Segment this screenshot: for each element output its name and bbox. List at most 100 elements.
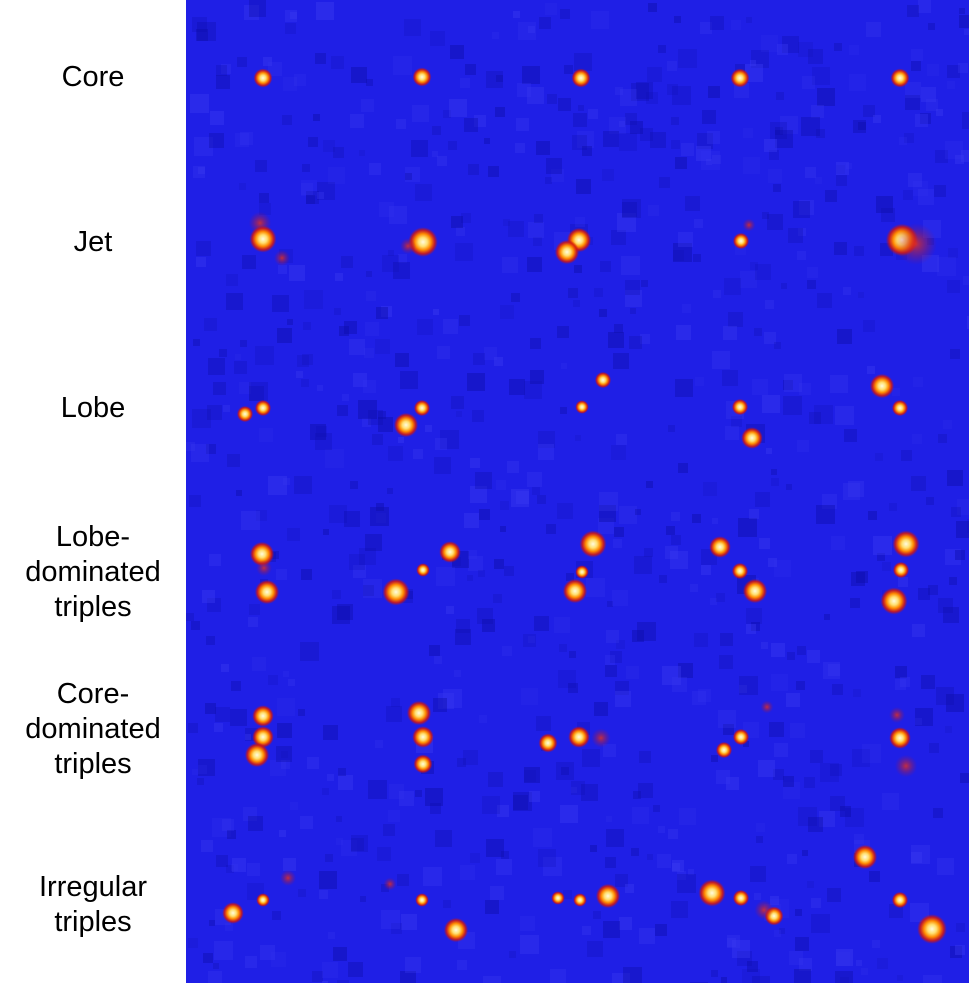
noise-patch	[494, 559, 504, 569]
noise-patch	[780, 116, 798, 134]
noise-patch	[723, 724, 734, 735]
noise-patch	[331, 56, 344, 69]
radio-source-component	[439, 541, 461, 563]
noise-patch	[797, 251, 806, 260]
noise-patch	[724, 278, 741, 295]
noise-patch	[775, 130, 793, 148]
noise-patch	[783, 776, 794, 787]
noise-patch	[798, 228, 806, 236]
noise-patch	[242, 255, 256, 269]
noise-patch	[898, 577, 908, 587]
noise-patch	[606, 829, 624, 847]
noise-patch	[300, 816, 313, 829]
noise-patch	[637, 622, 656, 641]
noise-patch	[767, 214, 783, 230]
noise-patch	[631, 848, 639, 856]
noise-patch	[395, 353, 409, 367]
noise-patch	[623, 967, 642, 983]
noise-patch	[268, 476, 287, 495]
noise-patch	[488, 772, 503, 787]
noise-patch	[644, 548, 653, 557]
noise-patch	[746, 608, 762, 624]
noise-patch	[524, 770, 536, 782]
noise-patch	[620, 89, 637, 106]
row-label-line: Core-	[56, 678, 130, 710]
noise-patch	[398, 254, 407, 263]
noise-patch	[758, 760, 775, 777]
noise-patch	[325, 854, 333, 862]
noise-patch	[239, 382, 251, 394]
noise-patch	[349, 339, 365, 355]
noise-patch	[665, 546, 678, 559]
noise-patch	[349, 554, 365, 570]
noise-patch	[673, 243, 692, 262]
noise-patch	[959, 15, 969, 28]
noise-patch	[353, 373, 367, 387]
noise-patch	[337, 604, 353, 620]
noise-patch	[210, 111, 224, 125]
noise-patch	[449, 99, 467, 117]
noise-patch	[911, 49, 923, 61]
noise-patch	[546, 524, 556, 534]
noise-patch	[937, 858, 954, 875]
noise-patch	[530, 338, 541, 349]
noise-patch	[935, 150, 948, 163]
noise-patch	[678, 463, 688, 473]
noise-patch	[388, 810, 400, 822]
noise-patch	[622, 202, 637, 217]
noise-patch	[797, 440, 809, 452]
noise-patch	[798, 42, 813, 57]
noise-patch	[612, 973, 630, 983]
noise-patch	[533, 828, 552, 847]
noise-patch	[616, 434, 627, 445]
noise-patch	[685, 196, 700, 211]
noise-patch	[459, 315, 470, 326]
noise-patch	[936, 109, 943, 116]
radio-source-image-grid	[186, 0, 969, 983]
noise-patch	[223, 405, 230, 412]
noise-patch	[967, 519, 969, 533]
noise-patch	[659, 575, 667, 583]
noise-patch	[432, 151, 438, 157]
noise-patch	[323, 140, 335, 152]
noise-patch	[947, 65, 960, 78]
noise-patch	[432, 126, 441, 135]
noise-patch	[608, 332, 624, 348]
noise-patch	[232, 858, 246, 872]
noise-patch	[332, 606, 350, 624]
noise-patch	[415, 790, 422, 797]
noise-patch	[768, 558, 777, 567]
noise-patch	[517, 83, 531, 97]
noise-patch	[248, 617, 258, 627]
noise-patch	[795, 937, 809, 951]
radio-emission-faint	[754, 900, 774, 920]
noise-patch	[342, 394, 349, 401]
noise-patch	[502, 646, 512, 656]
noise-patch	[945, 141, 963, 159]
radio-source-component	[889, 727, 911, 749]
noise-patch	[881, 208, 895, 222]
noise-patch	[657, 854, 671, 868]
noise-patch	[192, 17, 207, 32]
noise-patch	[636, 82, 653, 99]
radio-source-component	[892, 530, 920, 558]
noise-patch	[849, 45, 859, 55]
noise-patch	[827, 888, 841, 902]
noise-patch	[465, 64, 476, 75]
radio-source-component	[244, 742, 270, 768]
noise-patch	[351, 835, 368, 852]
noise-patch	[640, 128, 653, 141]
noise-patch	[837, 329, 852, 344]
noise-patch	[825, 190, 837, 202]
noise-patch	[955, 155, 964, 164]
noise-patch	[386, 706, 402, 722]
noise-patch	[222, 819, 234, 831]
noise-patch	[638, 783, 653, 798]
noise-patch	[672, 863, 680, 871]
noise-patch	[671, 140, 680, 149]
noise-patch	[762, 212, 769, 219]
noise-patch	[287, 528, 300, 541]
noise-patch	[667, 61, 677, 71]
noise-patch	[235, 133, 249, 147]
noise-patch	[646, 92, 658, 104]
